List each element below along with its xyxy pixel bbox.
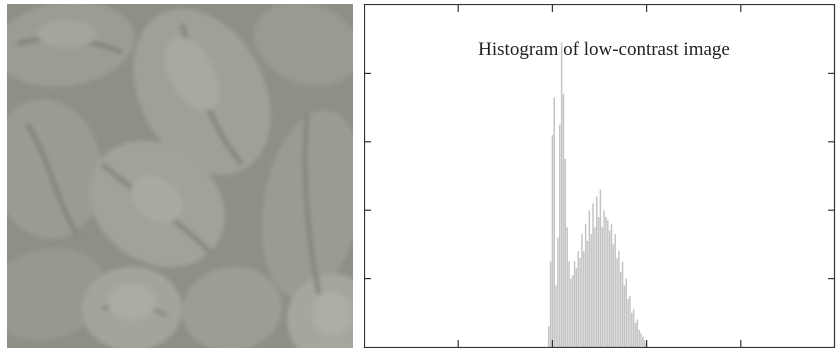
histogram-bar — [584, 223, 587, 347]
histogram-bar — [586, 240, 589, 347]
histogram-bar — [601, 227, 604, 347]
histogram-bar — [610, 223, 613, 347]
histogram-bar — [562, 93, 565, 347]
histogram-bar — [640, 333, 642, 347]
coffee-beans-image — [7, 4, 353, 348]
histogram-bar — [579, 258, 581, 347]
histogram-bar — [605, 217, 607, 347]
histogram-bar — [581, 234, 583, 347]
histogram-svg: Histogram of low-contrast image — [364, 4, 836, 348]
histogram-bar — [564, 158, 567, 347]
histogram-bar — [583, 251, 585, 347]
histogram-bar — [549, 261, 552, 347]
histogram-bar — [612, 244, 615, 347]
histogram-bar — [597, 217, 600, 347]
chart-title: Histogram of low-contrast image — [478, 39, 730, 60]
histogram-bar — [607, 220, 609, 347]
histogram-bar — [618, 251, 620, 347]
histogram-bar — [590, 234, 592, 347]
plot-frame — [364, 4, 836, 348]
histogram-bar — [625, 278, 628, 347]
histogram-bar — [621, 261, 624, 347]
histogram-bar — [588, 210, 591, 347]
histogram-bar — [614, 234, 616, 347]
histogram-bar — [566, 227, 568, 347]
histogram-bar — [559, 124, 561, 347]
histogram-bar — [627, 299, 629, 347]
histogram-bar — [571, 275, 574, 347]
histogram-bar — [620, 271, 622, 347]
histogram-bar — [603, 210, 605, 347]
histogram-bar — [551, 134, 554, 347]
histogram-bar — [592, 203, 594, 347]
histogram-bar — [570, 278, 572, 347]
histogram-bar — [599, 189, 602, 347]
histogram-bar — [568, 261, 570, 347]
histogram-bar — [553, 97, 555, 347]
histogram-bar — [575, 268, 578, 347]
histogram-bar — [608, 230, 611, 347]
histogram-bar — [577, 251, 579, 347]
histogram-bar — [595, 196, 598, 347]
histogram-bar — [636, 319, 639, 347]
histogram-bar — [623, 285, 626, 347]
histogram-bars — [547, 42, 648, 348]
histogram-bar — [629, 295, 631, 347]
histogram-bar — [557, 237, 559, 347]
low-contrast-photo — [7, 4, 353, 348]
histogram-bar — [632, 309, 635, 347]
histogram-bar — [560, 42, 563, 348]
histogram-bar — [644, 340, 646, 347]
histogram-bar — [616, 258, 618, 347]
histogram-bar — [634, 323, 637, 347]
histogram-bar — [555, 285, 557, 347]
axis-ticks — [364, 5, 835, 347]
histogram-bar — [547, 326, 550, 347]
histogram-bar — [631, 312, 633, 347]
histogram-bar — [594, 227, 596, 347]
histogram-bar — [638, 329, 640, 347]
histogram-bar — [573, 261, 576, 347]
histogram-chart: Histogram of low-contrast image — [364, 4, 836, 348]
histogram-bar — [642, 336, 644, 347]
